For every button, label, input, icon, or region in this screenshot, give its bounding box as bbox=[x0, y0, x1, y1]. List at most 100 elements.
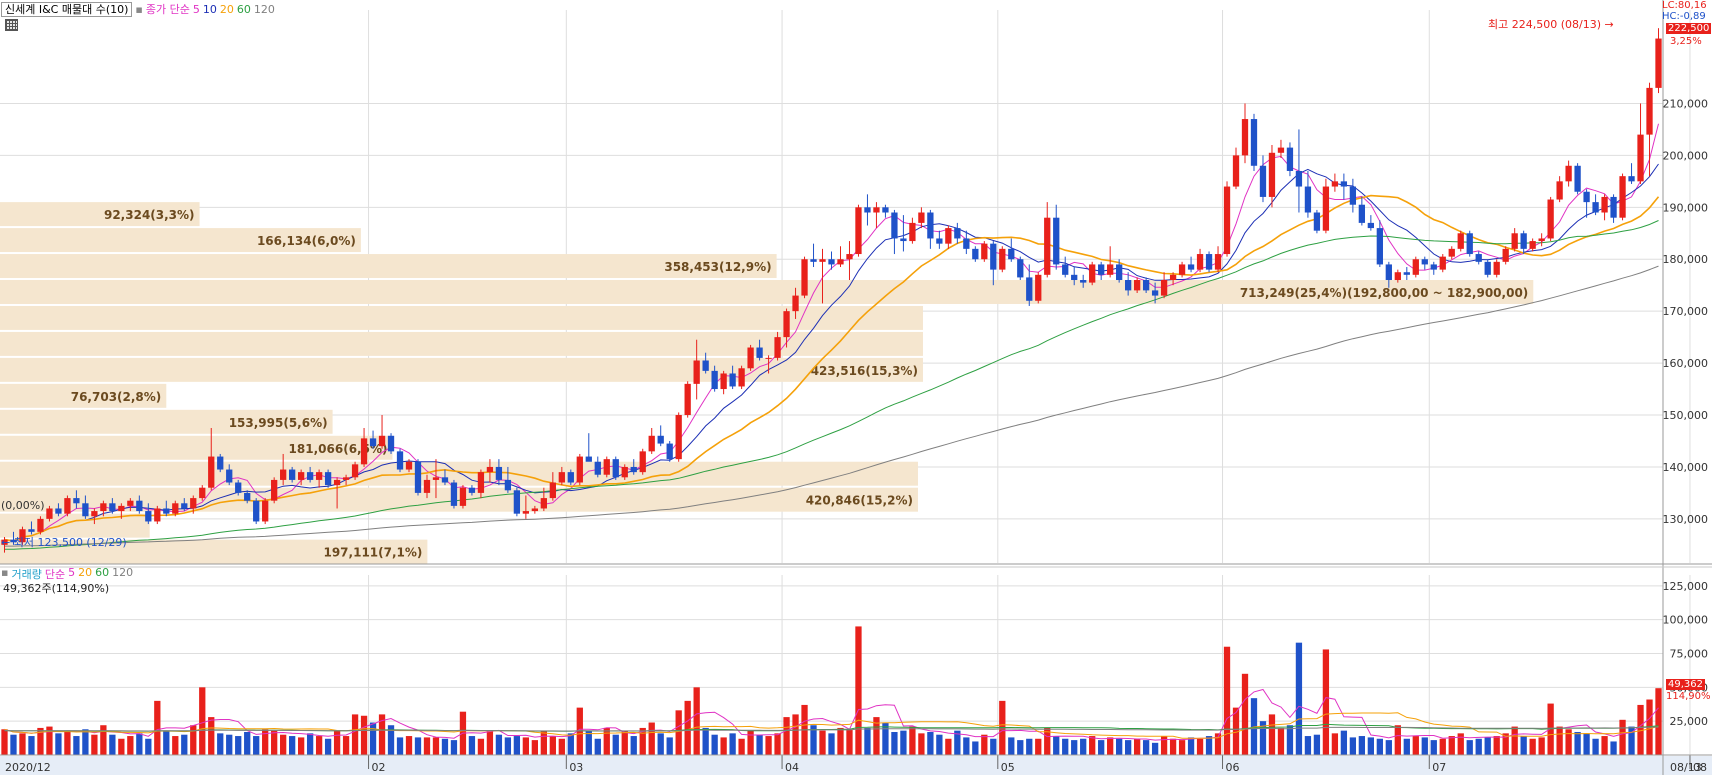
candle-body bbox=[1313, 212, 1321, 231]
candle-body bbox=[1511, 233, 1518, 249]
volume-ma20-line bbox=[4, 712, 1659, 739]
candle-body bbox=[37, 518, 44, 532]
candle-body bbox=[918, 212, 925, 223]
candle-body bbox=[289, 469, 296, 480]
candle-body bbox=[1107, 264, 1114, 275]
volume-profile-label: 358,453(12,9%) bbox=[664, 260, 771, 274]
candle-body bbox=[1412, 259, 1419, 275]
volume-bar bbox=[1331, 733, 1339, 755]
candle-body bbox=[1529, 241, 1536, 249]
volume-bar bbox=[1457, 733, 1464, 755]
candle-body bbox=[765, 357, 772, 359]
candle-body bbox=[1196, 254, 1204, 270]
candle-body bbox=[1160, 280, 1168, 296]
volume-bar bbox=[1655, 688, 1662, 755]
candle-body bbox=[1547, 199, 1554, 239]
candle-body bbox=[729, 373, 736, 387]
candle-body bbox=[208, 456, 215, 488]
candle-body bbox=[909, 222, 916, 242]
volume-bar bbox=[1637, 704, 1644, 755]
candle-body bbox=[1223, 186, 1231, 255]
volume-bar bbox=[855, 626, 862, 755]
volume-bar bbox=[163, 730, 170, 755]
price-tick-label: 170,000 bbox=[1663, 305, 1709, 318]
volume-profile-label: 197,111(7,1%) bbox=[323, 546, 422, 560]
candle-body bbox=[1035, 274, 1042, 301]
candle-body bbox=[181, 503, 188, 509]
volume-bar bbox=[1223, 646, 1231, 755]
volume-bar bbox=[837, 727, 844, 755]
volume-bar bbox=[1071, 740, 1078, 755]
volume-panel-header: ▪ 거래량 단순 5 20 60 120 bbox=[1, 566, 133, 582]
volume-bar bbox=[1053, 736, 1060, 755]
volume-bar bbox=[1259, 721, 1267, 755]
candle-body bbox=[612, 459, 619, 478]
volume-bar bbox=[648, 722, 655, 755]
candle-body bbox=[1610, 196, 1617, 218]
candle-body bbox=[990, 243, 997, 270]
volume-bar bbox=[199, 687, 206, 755]
candle-body bbox=[1026, 277, 1033, 301]
candle-body bbox=[46, 508, 53, 519]
volume-profile-label: 76,703(2,8%) bbox=[71, 390, 162, 404]
volume-bar bbox=[1448, 736, 1455, 755]
volume-bar bbox=[1151, 742, 1159, 755]
candle-body bbox=[324, 472, 332, 486]
candle-body bbox=[1071, 274, 1078, 281]
candle-body bbox=[747, 347, 754, 369]
candle-body bbox=[91, 511, 98, 517]
volume-profile-band bbox=[0, 202, 200, 227]
ma-period-120: 120 bbox=[253, 2, 275, 16]
ma-period-20: 20 bbox=[219, 2, 234, 16]
candle-body bbox=[495, 466, 503, 480]
volume-bar bbox=[253, 736, 260, 755]
candle-body bbox=[414, 461, 422, 493]
volume-bar bbox=[1529, 738, 1536, 755]
candle-body bbox=[1178, 264, 1186, 275]
volume-bar bbox=[747, 730, 754, 755]
volume-bar bbox=[369, 722, 377, 755]
grid-toggle-icon[interactable] bbox=[5, 19, 18, 31]
candle-body bbox=[1646, 87, 1653, 135]
volume-bar bbox=[1160, 736, 1168, 755]
volume-current-pct-tag: 114,90% bbox=[1666, 691, 1711, 702]
volume-ma-title: 단순 bbox=[44, 568, 66, 581]
volume-bar bbox=[1412, 736, 1419, 755]
price-ma-title: 종가 단순 bbox=[145, 3, 190, 16]
volume-bar bbox=[1511, 726, 1518, 755]
low-price-note: ← 최저 123,500 (12/29) bbox=[1, 536, 127, 549]
candle-body bbox=[945, 228, 952, 244]
candle-body bbox=[1475, 254, 1482, 262]
candle-body bbox=[73, 498, 80, 504]
volume-bar bbox=[297, 737, 305, 755]
candle-body bbox=[1394, 272, 1401, 281]
candle-body bbox=[262, 500, 269, 522]
candle-body bbox=[1349, 186, 1357, 205]
candle-body bbox=[1592, 202, 1599, 213]
date-tick-label: 05 bbox=[1001, 761, 1015, 774]
candle-body bbox=[351, 464, 359, 478]
candle-body bbox=[666, 443, 673, 460]
candle-body bbox=[801, 259, 808, 296]
volume-bar bbox=[136, 733, 143, 755]
volume-bar bbox=[1080, 738, 1087, 755]
volume-profile-band bbox=[0, 228, 361, 253]
volume-bar bbox=[1304, 736, 1312, 755]
stock-title[interactable]: 신세계 I&C 매물대 수(10) bbox=[1, 1, 133, 17]
candle-body bbox=[1080, 280, 1087, 283]
candle-body bbox=[1098, 264, 1105, 275]
volume-bar bbox=[1556, 726, 1563, 755]
candle-body bbox=[1044, 217, 1051, 275]
candle-body bbox=[1, 539, 8, 545]
volume-bar bbox=[630, 736, 637, 755]
price-tick-label: 190,000 bbox=[1663, 201, 1709, 214]
volume-bar bbox=[1017, 740, 1024, 755]
volume-bar bbox=[378, 714, 386, 755]
candle-body bbox=[1385, 264, 1392, 281]
date-tick-label: 07 bbox=[1432, 761, 1446, 774]
candle-body bbox=[145, 511, 152, 522]
volume-bar bbox=[783, 717, 790, 755]
candle-body bbox=[1277, 147, 1285, 153]
candle-body bbox=[648, 435, 655, 452]
candle-body bbox=[405, 461, 413, 470]
